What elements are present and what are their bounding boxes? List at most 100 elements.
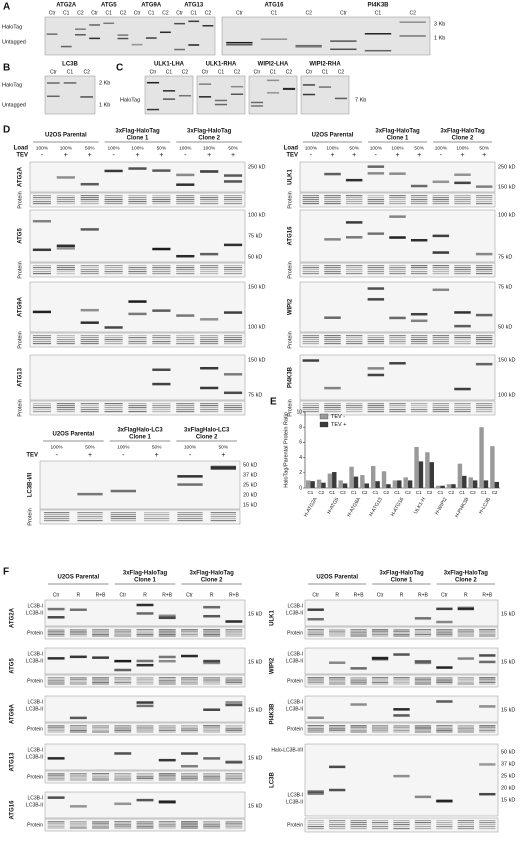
band: [436, 680, 453, 682]
band: [432, 269, 450, 271]
band: [475, 197, 493, 199]
band: [432, 180, 450, 184]
label: Protein: [287, 191, 293, 208]
band: [158, 827, 176, 829]
lane-label: R+B: [482, 592, 493, 598]
band: [92, 821, 109, 823]
band: [475, 203, 493, 205]
lane-label: 100%: [391, 145, 404, 151]
band: [350, 683, 367, 685]
band: [479, 828, 496, 830]
group-label: 3xFlag-HaloTag: [187, 129, 232, 135]
label: LC3B-II: [26, 658, 43, 664]
band: [454, 335, 471, 337]
band: [330, 48, 357, 51]
lane-label: Ctr: [441, 592, 448, 598]
band: [152, 382, 171, 386]
band: [350, 828, 367, 830]
band: [158, 725, 176, 727]
bar: [310, 481, 315, 488]
band: [114, 827, 132, 829]
band: [350, 728, 367, 730]
band: [128, 337, 147, 339]
band: [436, 620, 453, 624]
band: [410, 341, 428, 343]
band: [329, 632, 346, 634]
blot: [29, 161, 246, 193]
band: [32, 310, 52, 314]
lane-label: 100%: [117, 444, 130, 450]
band: [329, 678, 346, 680]
band: [146, 81, 160, 84]
band: [302, 405, 320, 407]
band: [345, 178, 363, 182]
lane-label: 50%: [85, 145, 95, 151]
lane-label: Ctr: [49, 10, 56, 16]
band: [223, 337, 243, 339]
band: [47, 796, 65, 799]
band: [432, 267, 450, 269]
bar: [403, 477, 408, 488]
label: ULK1-LHA: [154, 62, 185, 68]
band: [75, 28, 86, 30]
label: LC3B: [270, 772, 276, 788]
label: 25 kD: [501, 773, 515, 779]
band: [198, 96, 212, 98]
band: [225, 620, 243, 623]
band: [454, 337, 471, 339]
band: [414, 729, 432, 731]
label: Protein: [287, 822, 303, 828]
band: [414, 731, 432, 733]
band: [454, 197, 471, 199]
band: [47, 657, 65, 660]
lane-label: R+B: [418, 592, 429, 598]
band: [436, 607, 453, 611]
band: [200, 335, 219, 337]
band: [454, 411, 471, 413]
band: [114, 774, 132, 776]
band: [225, 701, 243, 704]
band: [152, 337, 171, 339]
band: [329, 728, 346, 730]
band: [69, 681, 87, 683]
group-label: U2OS Parental: [312, 133, 354, 139]
band: [69, 725, 87, 727]
band: [393, 728, 410, 730]
band: [414, 726, 432, 728]
band: [410, 238, 428, 242]
band: [203, 683, 221, 685]
band: [136, 678, 154, 680]
bar: [440, 485, 445, 488]
band: [389, 339, 406, 341]
band: [200, 195, 219, 197]
band: [414, 828, 432, 830]
lane-label: Ctr: [176, 10, 183, 16]
band: [307, 629, 324, 631]
band: [152, 197, 171, 199]
label: 37 kD: [501, 761, 515, 767]
band: [479, 824, 496, 826]
band: [371, 630, 389, 632]
band: [371, 822, 389, 824]
band: [225, 729, 243, 731]
band: [47, 633, 65, 635]
band: [47, 616, 65, 619]
band: [158, 616, 176, 620]
band: [350, 680, 367, 682]
band: [176, 339, 195, 341]
lane-label: Ctr: [312, 592, 319, 598]
band: [350, 629, 367, 631]
y-tick-label: 4: [299, 455, 302, 461]
band: [479, 635, 496, 637]
band: [177, 518, 203, 520]
lane-label: 100%: [36, 145, 49, 151]
lane-label: Ctr: [53, 592, 60, 598]
band: [47, 630, 65, 632]
band: [223, 195, 243, 197]
band: [393, 630, 410, 632]
lane-label: C2: [83, 69, 90, 75]
lane-label: C1: [375, 10, 382, 16]
band: [454, 201, 471, 203]
band: [32, 269, 52, 271]
lane-label: 50%: [219, 444, 229, 450]
